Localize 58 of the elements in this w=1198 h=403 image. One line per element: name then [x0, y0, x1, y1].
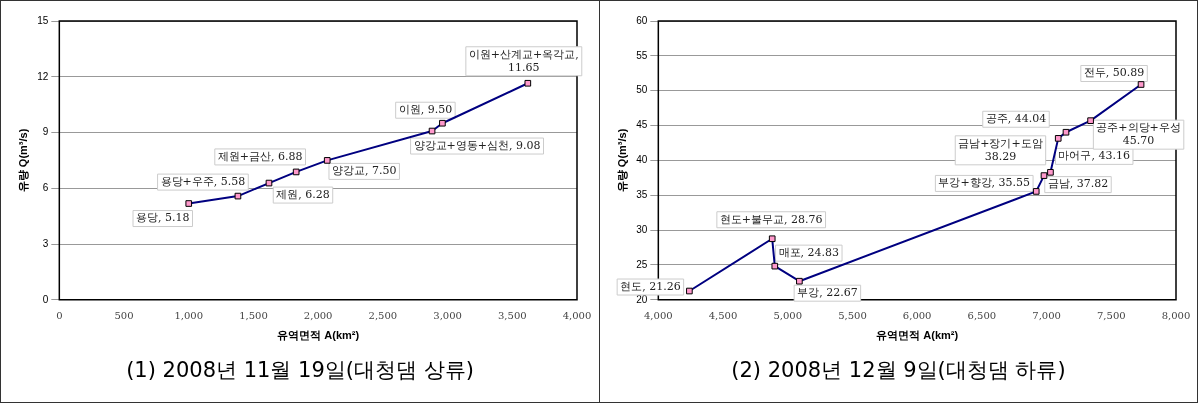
annotation: 금남+장기+도암 38.29 — [958, 136, 1043, 163]
x-tick-label: 5,500 — [838, 310, 867, 322]
y-tick-label: 0 — [42, 293, 49, 305]
annotation: 공주, 44.04 — [985, 112, 1047, 126]
annotation: 이원+산계교+옥각교, 11.65 — [468, 47, 579, 74]
x-tick-label: 6,500 — [967, 310, 997, 322]
annotation: 제원, 6.28 — [276, 187, 330, 201]
y-axis-title: 유량 Q(m³/s) — [615, 128, 628, 193]
y-tick-label: 55 — [636, 49, 648, 61]
annotation: 금남, 37.82 — [1047, 177, 1109, 191]
y-tick-label: 40 — [636, 154, 648, 166]
y-tick-label: 60 — [636, 14, 648, 26]
y-tick-label: 3 — [42, 237, 49, 249]
x-tick-label: 1,000 — [174, 310, 204, 322]
x-tick-label: 4,000 — [562, 310, 592, 322]
x-tick-label: 500 — [114, 310, 134, 322]
x-tick-label: 7,000 — [1032, 310, 1061, 322]
annotation: 매포, 24.83 — [778, 245, 840, 259]
x-tick-label: 0 — [56, 310, 63, 322]
x-tick-label: 2,500 — [368, 310, 398, 322]
x-tick-label: 1,500 — [239, 310, 268, 322]
annotation: 제원+금산, 6.88 — [217, 149, 303, 163]
annotation: 현도, 21.26 — [620, 279, 681, 293]
annotation: 부강+향강, 35.55 — [938, 176, 1031, 190]
x-tick-label: 3,500 — [497, 310, 527, 322]
y-tick-label: 30 — [636, 223, 648, 235]
annotation: 전두, 50.89 — [1083, 66, 1145, 80]
text: (2) 2008년 12월 9일(대청댐 하류) — [730, 357, 1067, 384]
x-tick-label: 2,000 — [303, 310, 333, 322]
annotation: 현도+불무교, 28.76 — [719, 212, 823, 226]
x-tick-label: 5,000 — [773, 310, 803, 322]
y-tick-label: 15 — [37, 14, 49, 26]
annotation: 마어구, 43.16 — [1058, 149, 1130, 163]
y-tick-label: 45 — [636, 119, 648, 131]
annotation: 양강교, 7.50 — [331, 164, 397, 178]
annotation: 용당, 5.18 — [135, 211, 190, 225]
y-tick-label: 6 — [42, 182, 49, 194]
x-tick-label: 7,500 — [1096, 310, 1126, 322]
y-tick-label: 35 — [636, 189, 648, 200]
y-tick-label: 25 — [636, 258, 648, 270]
annotation: 용당+우주, 5.58 — [160, 174, 246, 188]
annotation: 양강교+영동+심천, 9.08 — [413, 138, 541, 152]
x-tick-label: 4,500 — [708, 310, 738, 322]
y-tick-label: 50 — [636, 84, 648, 96]
annotation: 공주+의당+우성 45.70 — [1096, 121, 1181, 148]
x-tick-label: 3,000 — [433, 310, 462, 322]
y-tick-label: 9 — [42, 126, 49, 138]
y-axis-title: 유량 Q(m³/s) — [16, 128, 29, 193]
annotation: 부강, 22.67 — [797, 286, 858, 300]
x-axis-title: 유역면적 A(km²) — [876, 329, 959, 342]
x-axis-title: 유역면적 A(km²) — [277, 329, 360, 342]
x-tick-label: 8,000 — [1161, 310, 1191, 322]
text: (1) 2008년 11월 19일(대청댐 상류) — [125, 357, 475, 384]
annotation: 이원, 9.50 — [398, 103, 453, 117]
y-tick-label: 20 — [636, 293, 648, 305]
y-tick-label: 12 — [37, 70, 49, 82]
x-tick-label: 6,000 — [902, 310, 932, 322]
x-tick-label: 4,000 — [644, 310, 673, 322]
